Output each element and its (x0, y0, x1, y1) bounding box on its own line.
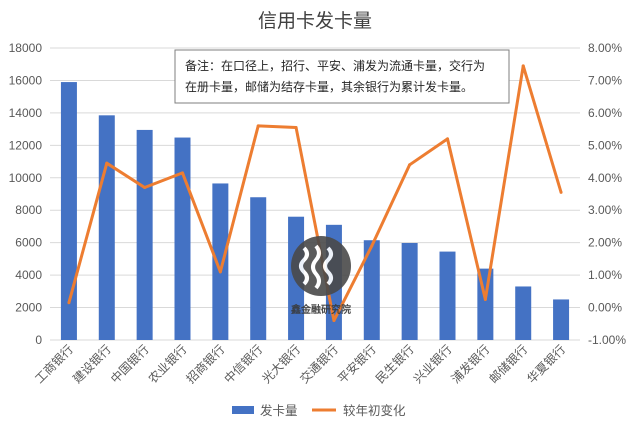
right-tick-label: 4.00% (588, 171, 622, 185)
bar (136, 129, 153, 340)
line-point (446, 137, 449, 141)
line-point (521, 64, 525, 68)
category-label: 兴业银行 (411, 342, 455, 386)
category-label: 工商银行 (31, 342, 76, 387)
legend-bar-label: 发卡量 (260, 403, 298, 418)
line-point (370, 244, 374, 248)
line-point (332, 319, 336, 323)
line-point (218, 270, 222, 274)
category-label: 浦发银行 (448, 342, 493, 387)
left-tick-label: 4000 (15, 268, 42, 282)
annotation-line-2: 在册卡量，邮储为结存卡量，其余银行为累计发卡量。 (185, 79, 473, 94)
annotation-line-1: 备注：在口径上，招行、平安、浦发为流通卡量，交行为 (185, 58, 485, 73)
category-label: 中信银行 (221, 342, 266, 387)
bar (212, 183, 229, 340)
bar (553, 299, 570, 340)
chart-title: 信用卡发卡量 (258, 10, 372, 32)
line-point (294, 125, 298, 129)
wave-circle-logo-icon (291, 236, 351, 296)
line-point (143, 186, 147, 190)
watermark-text: 鑫金融研究院 (290, 303, 351, 316)
left-tick-label: 8000 (15, 203, 42, 217)
left-tick-label: 18000 (9, 41, 43, 55)
bar (515, 286, 532, 340)
right-tick-label: -1.00% (588, 333, 626, 347)
line-point (105, 161, 109, 165)
left-tick-label: 12000 (9, 138, 43, 152)
bar (250, 197, 267, 340)
line-point (67, 301, 71, 305)
category-label: 平安银行 (334, 342, 379, 387)
left-tick-label: 16000 (9, 73, 43, 87)
legend: 发卡量 较年初变化 (232, 403, 406, 418)
left-tick-label: 14000 (9, 106, 43, 120)
bar (439, 251, 456, 340)
category-label: 招商银行 (183, 342, 228, 387)
line-point (408, 163, 412, 167)
line-series (67, 64, 563, 323)
line-point (559, 190, 563, 194)
category-axis: 工商银行建设银行中国银行农业银行招商银行中信银行光大银行交通银行平安银行民生银行… (31, 342, 568, 387)
watermark: 鑫金融研究院 (290, 236, 351, 316)
left-axis: 0 2000 4000 6000 8000 10000 12000 14000 16000 180… (9, 41, 43, 347)
left-tick-label: 10000 (9, 171, 43, 185)
right-tick-label: 8.00% (588, 41, 622, 55)
left-tick-label: 6000 (15, 236, 42, 250)
category-label: 民生银行 (373, 342, 417, 386)
right-tick-label: 6.00% (588, 106, 622, 120)
legend-line-label: 较年初变化 (343, 403, 406, 418)
bar (401, 242, 418, 340)
right-tick-label: 3.00% (588, 203, 622, 217)
line-point (483, 297, 487, 301)
category-label: 光大银行 (259, 342, 303, 386)
right-tick-label: 1.00% (588, 268, 622, 282)
right-tick-label: 2.00% (588, 236, 622, 250)
right-tick-label: 7.00% (588, 73, 622, 87)
right-axis: -1.00% 0.00% 1.00% 2.00% 3.00% 4.00% 5.00% 6.00… (588, 41, 626, 347)
bar (363, 240, 380, 340)
annotation-box: 备注：在口径上，招行、平安、浦发为流通卡量，交行为 在册卡量，邮储为结存卡量，其… (174, 49, 510, 104)
bar (174, 137, 191, 340)
line-point (181, 171, 184, 175)
right-tick-label: 0.00% (588, 301, 622, 315)
category-label: 华夏银行 (524, 342, 568, 386)
line-point (256, 124, 260, 128)
bar (98, 115, 115, 340)
category-label: 中国银行 (107, 342, 152, 387)
category-label: 邮储银行 (486, 342, 531, 387)
left-tick-label: 2000 (15, 301, 42, 315)
category-label: 建设银行 (70, 342, 114, 386)
bar (60, 82, 77, 341)
bar-series (60, 82, 570, 341)
line-path (67, 64, 563, 323)
category-label: 农业银行 (146, 342, 190, 386)
category-label: 交通银行 (296, 342, 341, 387)
right-tick-label: 5.00% (588, 138, 622, 152)
left-tick-label: 0 (35, 333, 42, 347)
legend-bar-swatch (232, 406, 254, 414)
